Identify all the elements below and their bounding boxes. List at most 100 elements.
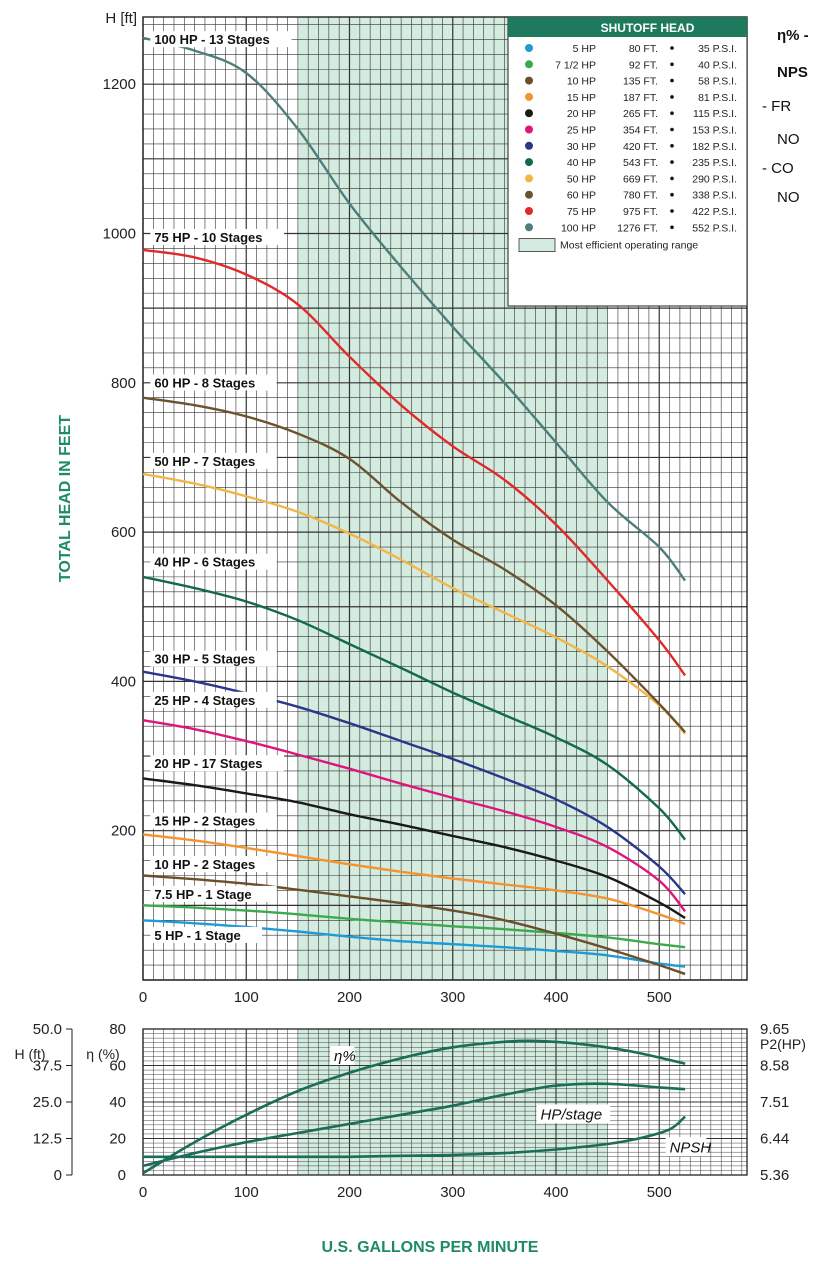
curve-label: 10 HP - 2 Stages: [154, 857, 255, 872]
curve-label: 50 HP - 7 Stages: [154, 454, 255, 469]
legend-shutoff-ft: 187 FT.: [623, 92, 658, 104]
head-curve-series: [142, 874, 686, 976]
side-notes: η% - NPS - FR NO - CO NO: [762, 27, 809, 206]
legend-shutoff-ft: 780 FT.: [623, 190, 658, 202]
legend-shutoff-psi: 40 P.S.I.: [698, 59, 737, 71]
legend-bullet: [670, 209, 674, 213]
curve-label: 30 HP - 5 Stages: [154, 652, 255, 667]
hp-axis-tick-label: 9.65: [760, 1021, 789, 1038]
legend-box: [507, 16, 748, 307]
note-fr-2: NO: [777, 131, 800, 148]
note-eta: η% -: [777, 27, 809, 44]
y-unit-label: H [ft]: [105, 10, 137, 27]
head-curve-series: [142, 248, 687, 677]
legend-shutoff-psi: 35 P.S.I.: [698, 43, 737, 55]
legend-hp: 5 HP: [573, 43, 596, 55]
head-curve-series: [142, 833, 686, 926]
legend-shutoff-psi: 182 P.S.I.: [692, 141, 737, 153]
curve-label: 40 HP - 6 Stages: [154, 555, 255, 570]
y-tick-label: 200: [111, 823, 136, 840]
h-axis-tick-label: 25.0: [33, 1094, 62, 1111]
x-tick-label: 200: [337, 1184, 362, 1201]
legend-shutoff-ft: 92 FT.: [629, 59, 658, 71]
x-tick-label: 100: [234, 989, 259, 1006]
x-tick-label: 300: [440, 989, 465, 1006]
eta-axis-label: η (%): [86, 1046, 119, 1062]
curve-label-bg: [330, 1046, 355, 1066]
legend-shutoff-ft: 420 FT.: [623, 141, 658, 153]
plot-frame: [142, 16, 748, 981]
legend-shutoff-psi: 422 P.S.I.: [692, 206, 737, 218]
head-curve-series: [142, 777, 686, 920]
curve-label-bg: [150, 856, 277, 873]
legend-header: [508, 17, 747, 37]
curve-label: HP/stage: [541, 1106, 603, 1123]
curve-label-bg: [150, 228, 285, 245]
curve-label-bg: [150, 31, 292, 48]
curve-label-bg: [150, 553, 277, 570]
y-tick-label: 600: [111, 524, 136, 541]
legend-hp: 25 HP: [567, 125, 596, 137]
y-tick-label: 400: [111, 673, 136, 690]
curve-label: 15 HP - 2 Stages: [154, 814, 255, 829]
legend-marker: [525, 44, 533, 52]
head-curve-series: [142, 904, 686, 949]
hp-axis-label: P2(HP): [760, 1036, 806, 1052]
legend-shutoff-ft: 543 FT.: [623, 157, 658, 169]
legend-shutoff-psi: 115 P.S.I.: [693, 108, 737, 120]
eta-axis-tick-label: 80: [109, 1021, 126, 1038]
x-axis-title: U.S. GALLONS PER MINUTE: [322, 1239, 539, 1256]
curve-label: 5 HP - 1 Stage: [154, 928, 240, 943]
x-tick-label: 500: [647, 1184, 672, 1201]
head-curves-plot: 0 100 200 300 400 500 200 400 600 800 1000 1200 H [f…: [57, 10, 748, 1006]
x-tick-label: 300: [440, 1184, 465, 1201]
eta-axis-tick-label: 60: [109, 1058, 126, 1075]
legend-shutoff-psi: 235 P.S.I.: [692, 157, 737, 169]
curve-label: 20 HP - 17 Stages: [154, 756, 262, 771]
y-axis-title: TOTAL HEAD IN FEET: [57, 415, 74, 582]
legend-bullet: [670, 46, 674, 50]
curve-label-bg: [150, 926, 262, 943]
legend-shutoff-psi: 153 P.S.I.: [692, 125, 737, 137]
legend-marker: [525, 190, 533, 199]
x-tick-label: 200: [337, 989, 362, 1006]
curve-label: 100 HP - 13 Stages: [154, 32, 269, 47]
legend-marker: [525, 60, 533, 69]
legend-shutoff-psi: 552 P.S.I.: [692, 222, 737, 234]
legend-marker: [525, 223, 533, 232]
eta-axis-tick-label: 0: [118, 1167, 126, 1184]
legend-bullet: [670, 127, 674, 132]
curve-label-bg: [536, 1104, 611, 1124]
curve-label-bg: [150, 755, 285, 772]
legend-shutoff-ft: 354 FT.: [623, 125, 658, 137]
x-tick-label: 400: [543, 1184, 568, 1201]
legend-hp: 40 HP: [567, 157, 596, 169]
curve-label-bg: [150, 691, 277, 708]
curve-label: 75 HP - 10 Stages: [154, 230, 262, 245]
legend-bullet: [670, 192, 674, 197]
legend-hp: 20 HP: [567, 108, 596, 120]
eta-axis-tick-label: 20: [109, 1131, 126, 1148]
legend-shutoff-ft: 135 FT.: [623, 76, 658, 88]
legend-hp: 30 HP: [567, 141, 596, 153]
legend-band-swatch: [518, 238, 556, 253]
legend-bullet: [670, 78, 674, 83]
legend-bullet: [670, 144, 674, 148]
curve-label-bg: [150, 885, 277, 902]
legend-bullet: [670, 225, 674, 230]
h-axis-tick-label: 50.0: [33, 1021, 62, 1038]
note-npsh: NPS: [777, 64, 808, 81]
y-tick-label: 1000: [103, 225, 136, 242]
legend-bullet: [670, 160, 674, 164]
head-curve-series: [142, 396, 686, 734]
y-tick-label: 800: [111, 375, 136, 392]
legend-shutoff-psi: 290 P.S.I.: [692, 173, 737, 185]
curve-label: 25 HP - 4 Stages: [154, 693, 255, 708]
legend-hp: 100 HP: [561, 222, 596, 234]
legend-band-label: Most efficient operating range: [560, 240, 698, 252]
hp-axis-tick-label: 7.51: [760, 1094, 789, 1111]
h-axis-label: H (ft): [14, 1046, 45, 1062]
h-axis-tick-label: 12.5: [33, 1131, 62, 1148]
